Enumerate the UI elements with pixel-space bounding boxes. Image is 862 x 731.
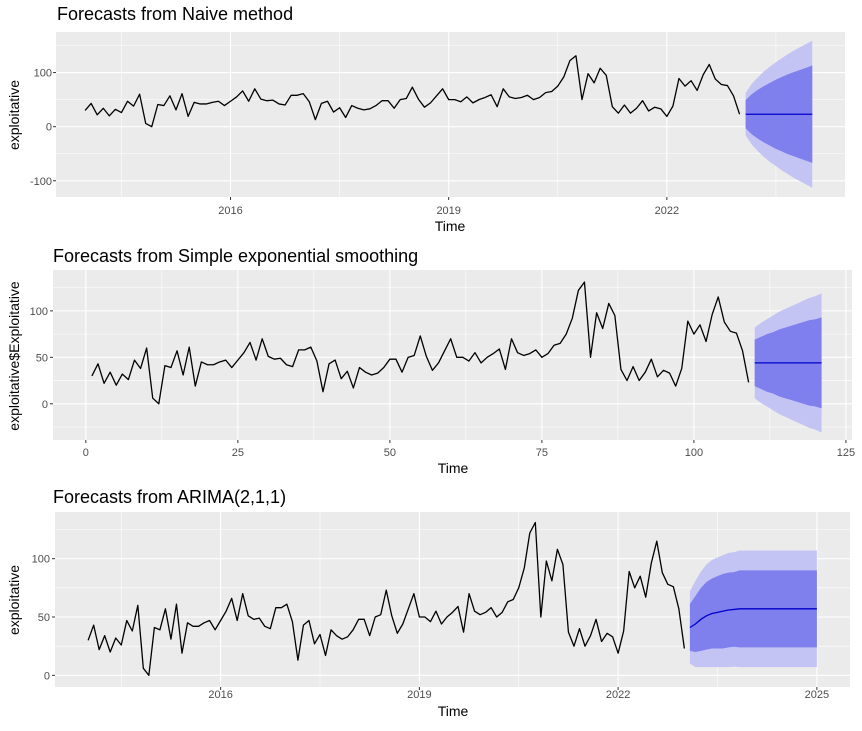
panel-ses: Forecasts from Simple exponential smooth… — [6, 246, 855, 476]
x-tick-label: 100 — [685, 447, 703, 459]
x-tick-label: 2019 — [407, 689, 431, 701]
y-tick-label: 50 — [36, 352, 48, 364]
plot-panel — [53, 270, 852, 440]
x-tick-label: 125 — [837, 447, 855, 459]
x-tick-label: 2016 — [208, 689, 232, 701]
chart-title: Forecasts from ARIMA(2,1,1) — [53, 487, 286, 507]
y-tick-label: 100 — [30, 306, 48, 318]
forecast-mean-line — [689, 608, 817, 629]
x-tick-label: 2019 — [436, 205, 460, 217]
y-tick-label: 0 — [44, 670, 50, 682]
observed-series-line — [87, 521, 686, 676]
x-axis-label: Time — [435, 218, 466, 234]
x-tick-label: 2022 — [606, 689, 630, 701]
x-tick-label: 2025 — [805, 689, 829, 701]
chart-title: Forecasts from Naive method — [57, 4, 293, 24]
y-axis-label: exploitative — [6, 565, 22, 635]
x-tick-label: 0 — [83, 447, 89, 459]
y-axis-label: exploitative$Exploitative — [6, 281, 22, 431]
y-tick-label: 100 — [34, 68, 52, 80]
x-axis-label: Time — [438, 703, 469, 719]
panel-arima: Forecasts from ARIMA(2,1,1) 2016 2019 2022… — [6, 487, 850, 719]
observed-series-line — [84, 55, 741, 128]
y-tick-label: -100 — [30, 176, 52, 188]
y-tick-label: 0 — [46, 122, 52, 134]
y-axis-label: exploitative — [6, 80, 22, 150]
panel-naive: Forecasts from Naive method 2016 2019 2022… — [6, 4, 845, 234]
x-tick-label: 2016 — [218, 205, 242, 217]
plot-panel — [56, 32, 845, 197]
observed-series-line — [91, 281, 750, 405]
y-tick-label: 100 — [32, 554, 50, 566]
chart-title: Forecasts from Simple exponential smooth… — [53, 246, 418, 266]
y-tick-label: 50 — [38, 612, 50, 624]
x-tick-label: 50 — [384, 447, 396, 459]
x-tick-label: 2022 — [655, 205, 679, 217]
x-tick-label: 75 — [536, 447, 548, 459]
y-tick-label: 0 — [42, 399, 48, 411]
x-axis-label: Time — [438, 460, 469, 476]
prediction-interval-80 — [689, 570, 817, 652]
x-tick-label: 25 — [232, 447, 244, 459]
